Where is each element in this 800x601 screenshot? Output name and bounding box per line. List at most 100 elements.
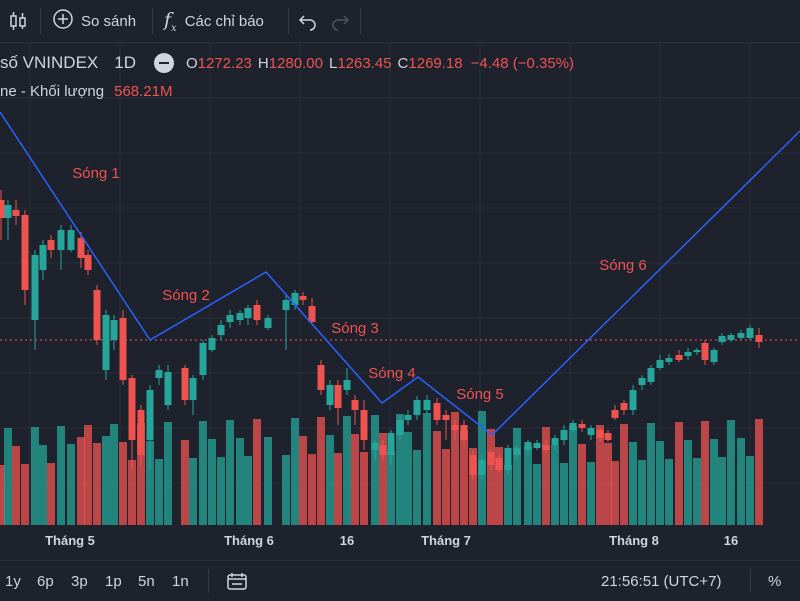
toolbar-divider (360, 8, 361, 34)
volume-bar (693, 458, 701, 525)
candle-body (67, 230, 75, 250)
open-value: 1272.23 (197, 54, 252, 72)
x-tick-label: Tháng 5 (45, 533, 95, 548)
volume-bar (701, 421, 709, 525)
candle-body (487, 452, 495, 465)
x-tick-label: 16 (339, 533, 355, 548)
volume-bar (396, 414, 404, 525)
candle-body (504, 448, 512, 470)
volume-bar (404, 432, 412, 525)
candle-body (308, 306, 316, 322)
volume-bar (533, 464, 541, 525)
change-value: −4.48 (−0.35%) (470, 54, 575, 72)
clock-time[interactable]: 21:56:51 (UTC+7) (601, 572, 722, 590)
candle-body (137, 410, 145, 455)
candle-body (208, 338, 216, 350)
hide-toggle-icon[interactable] (153, 53, 174, 73)
price-chart[interactable]: Sóng 1 Sóng 2 Sóng 3 Sóng 4 Sóng 5 Sóng 6 (0, 43, 800, 525)
percent-toggle[interactable]: % (768, 572, 782, 590)
x-tick-label: 16 (723, 533, 739, 548)
candle-body (460, 425, 468, 440)
candle-body (596, 430, 604, 438)
bottom-divider (750, 569, 751, 593)
open-label: O (185, 54, 198, 72)
wave-line (0, 111, 800, 436)
candle-body (326, 385, 334, 405)
volume-bar (551, 445, 559, 525)
candle-body (495, 458, 503, 470)
time-axis[interactable]: Tháng 5 Tháng 6 16 Tháng 7 Tháng 8 16 (0, 525, 800, 559)
wave-annotation: Sóng 6 (599, 257, 647, 274)
candle-body (84, 255, 92, 270)
range-button[interactable]: 1n (172, 572, 189, 590)
candle-body (684, 352, 692, 356)
range-button[interactable]: 1p (105, 572, 122, 590)
range-button[interactable]: 1y (5, 572, 21, 590)
low-label: L (328, 54, 338, 72)
x-tick-label: Tháng 7 (421, 533, 471, 548)
date-range-icon[interactable] (226, 561, 248, 601)
volume-bar (181, 440, 189, 525)
volume-bar (31, 427, 39, 525)
volume-bar (513, 428, 521, 525)
candle-body (727, 335, 735, 340)
indicators-button[interactable]: fx Các chỉ báo (164, 0, 264, 42)
volume-bar (146, 441, 154, 525)
compare-button[interactable]: So sánh (52, 0, 136, 42)
candle-body (102, 315, 110, 370)
candle-body (371, 443, 379, 450)
volume-bar (208, 439, 216, 525)
symbol-name[interactable]: số VNINDEX (0, 53, 99, 72)
redo-icon[interactable] (330, 0, 350, 42)
candle-body (181, 368, 189, 400)
candle-body (701, 343, 709, 360)
candle-body (244, 308, 252, 318)
candle-body (31, 255, 39, 320)
candle-body (264, 318, 272, 328)
volume-bar (84, 425, 92, 525)
candle-body (404, 415, 412, 420)
candle-body (155, 370, 163, 378)
candle-body (189, 378, 197, 400)
candle-body (360, 410, 368, 440)
wave-annotation: Sóng 4 (368, 365, 416, 382)
range-button[interactable]: 5n (138, 572, 155, 590)
candle-body (119, 318, 127, 380)
range-button[interactable]: 3p (71, 572, 88, 590)
chart-area[interactable]: Sóng 1 Sóng 2 Sóng 3 Sóng 4 Sóng 5 Sóng 6 số … (0, 43, 800, 525)
toolbar-divider (40, 8, 41, 34)
volume-bar (604, 443, 612, 525)
volume-bar (413, 450, 421, 525)
range-button[interactable]: 6p (37, 572, 54, 590)
volume-bar (469, 448, 477, 525)
volume-bar (21, 464, 29, 525)
volume-bar (665, 459, 673, 525)
candle-body (656, 360, 664, 368)
volume-bar (684, 440, 692, 525)
candle-body (317, 365, 325, 390)
volume-bar (291, 418, 299, 525)
volume-bar (727, 420, 735, 525)
toolbar-divider (288, 8, 289, 34)
volume-bar (93, 443, 101, 525)
candle-body (199, 343, 207, 375)
candle-body (693, 350, 701, 352)
volume-bar (596, 425, 604, 525)
candle-body (533, 443, 541, 448)
candles-icon[interactable] (6, 0, 30, 42)
volume-bar (47, 463, 55, 525)
volume-bar (495, 447, 503, 525)
candle-body (77, 238, 85, 258)
undo-icon[interactable] (298, 0, 318, 42)
candle-body (746, 328, 754, 338)
candle-body (611, 410, 619, 418)
volume-bar (282, 455, 290, 525)
volume-bar (718, 457, 726, 525)
volume-bar (387, 451, 395, 525)
candle-body (282, 300, 290, 310)
candle-body (629, 390, 637, 410)
interval-label[interactable]: 1D (114, 53, 136, 72)
volume-bar (102, 436, 110, 525)
candle-body (110, 320, 118, 340)
x-tick-label: Tháng 8 (609, 533, 659, 548)
